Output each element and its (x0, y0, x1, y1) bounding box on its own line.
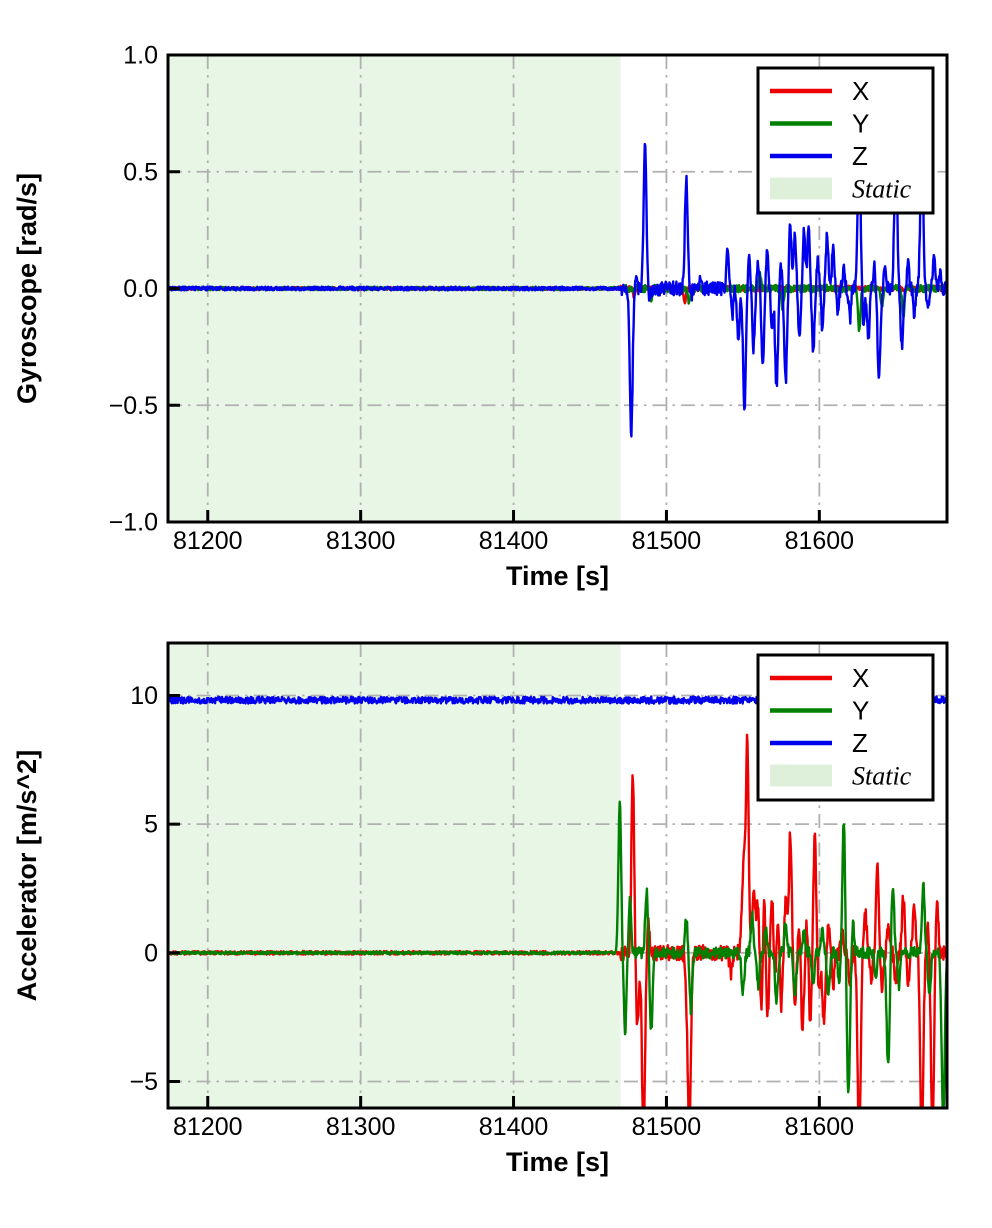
series-z-line (168, 126, 947, 438)
accelerator-y-axis-label: Accelerator [m/s^2] (12, 750, 42, 1001)
legend-patch-swatch (770, 764, 832, 787)
x-tick-label: 81400 (479, 527, 549, 555)
y-tick-label: 0.0 (123, 275, 158, 303)
legend: XYZ Static (756, 66, 935, 215)
y-tick-label: 5 (144, 811, 158, 839)
axes-spines (166, 641, 949, 1110)
legend-label: Y (852, 109, 869, 139)
legend-label: X (852, 663, 869, 693)
legend-entry-z: Z (770, 728, 868, 758)
legend-label: Z (852, 141, 868, 171)
legend-label: X (852, 76, 869, 106)
gyroscope-chart: 81200 81300 81400 81500 81600 1.0 0.5 0.0 −0.5 −1… (12, 42, 949, 591)
legend-entry-x: X (770, 663, 869, 693)
y-tick-label: −1.0 (109, 509, 158, 537)
accelerator-chart: 81200 81300 81400 81500 81600 10 5 0 −5 XYZ Static… (12, 641, 949, 1177)
legend: XYZ Static (756, 653, 935, 802)
axes-spines (166, 53, 949, 524)
legend-entry-y: Y (770, 696, 869, 726)
legend-label: Z (852, 728, 868, 758)
x-tick-label: 81300 (326, 1113, 396, 1141)
y-tick-label: −0.5 (109, 392, 158, 420)
legend-entry-y: Y (770, 109, 869, 139)
x-tick-label: 81400 (479, 1113, 549, 1141)
tick-marks (169, 693, 821, 1107)
x-tick-label: 81600 (785, 527, 855, 555)
x-tick-label: 81500 (632, 527, 702, 555)
legend-entry-static: Static (770, 762, 912, 791)
x-tick-label: 81300 (326, 527, 396, 555)
legend-entry-x: X (770, 76, 869, 106)
legend-patch-swatch (770, 177, 832, 200)
legend-entry-z: Z (770, 141, 868, 171)
y-tick-label: 1.0 (123, 42, 158, 70)
x-tick-label: 81200 (173, 1113, 243, 1141)
x-tick-label: 81200 (173, 527, 243, 555)
accelerator-x-axis-label: Time [s] (506, 1147, 609, 1177)
y-tick-label: 0 (144, 939, 158, 967)
y-tick-label: 0.5 (123, 158, 158, 186)
legend-entry-static: Static (770, 175, 912, 204)
gyroscope-x-axis-label: Time [s] (506, 561, 609, 591)
y-tick-label: 10 (130, 682, 158, 710)
x-tick-label: 81600 (785, 1113, 855, 1141)
static-region (168, 643, 621, 1108)
y-tick-label: −5 (129, 1068, 158, 1096)
legend-label: Static (852, 175, 912, 204)
legend-label: Y (852, 696, 869, 726)
tick-marks (169, 53, 821, 524)
gyroscope-y-axis-label: Gyroscope [rad/s] (12, 173, 42, 404)
series-group (168, 126, 947, 438)
x-tick-label: 81500 (632, 1113, 702, 1141)
legend-label: Static (852, 762, 912, 791)
series-y-line (168, 800, 947, 1108)
